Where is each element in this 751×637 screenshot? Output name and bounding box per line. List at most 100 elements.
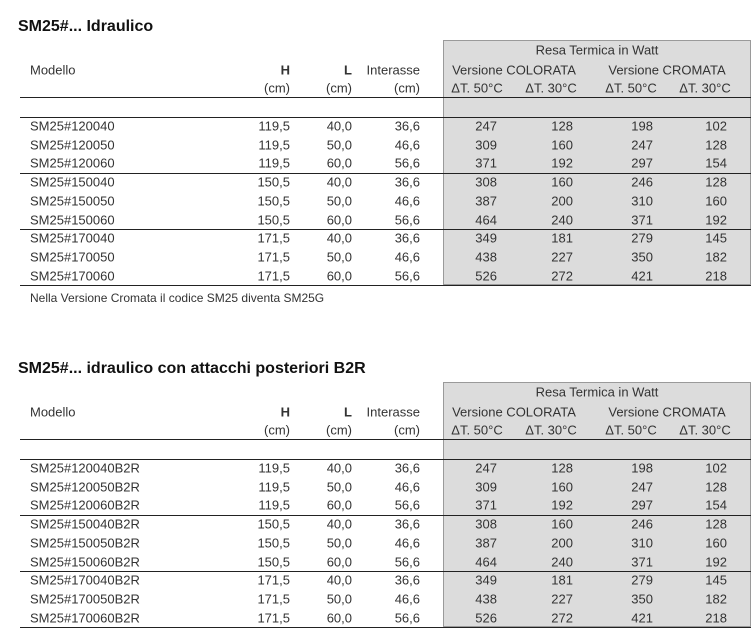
table-cell: 40,0 [326, 118, 352, 134]
rule [20, 117, 751, 118]
table-cell: 350 [631, 591, 653, 607]
table-cell: 40,0 [326, 516, 352, 532]
header-cell: Resa Termica in Watt [535, 42, 659, 58]
table-cell: 240 [551, 212, 573, 227]
table-cell: SM25#120050 [30, 137, 115, 153]
table-cell: 40,0 [326, 230, 352, 246]
header-cell: Versione CROMATA [608, 62, 726, 78]
rule [20, 97, 751, 98]
table-cell: 119,5 [258, 155, 290, 171]
table-cell: 387 [475, 193, 497, 209]
table-cell: 192 [551, 497, 573, 513]
table-cell: 371 [475, 155, 497, 171]
table-cell: 60,0 [326, 497, 352, 513]
rule [20, 439, 751, 440]
table-cell: 40,0 [326, 174, 352, 190]
table-cell: 150,5 [257, 212, 290, 227]
header-cell: ΔT. 30°C [679, 422, 731, 438]
table-cell: 46,6 [394, 535, 420, 551]
table-cell: 50,0 [326, 137, 352, 153]
table-cell: 171,5 [257, 610, 290, 626]
section-title: SM25#... idraulico con attacchi posterio… [18, 360, 366, 377]
table-cell: 160 [551, 479, 573, 495]
table-cell: 387 [475, 535, 497, 551]
header-cell: Versione CROMATA [608, 404, 726, 420]
header-cell: (cm) [394, 80, 420, 96]
table-cell: SM25#150050 [30, 193, 115, 209]
header-cell: H [280, 404, 290, 420]
table-cell: 56,6 [394, 610, 420, 626]
header-cell: ΔT. 30°C [525, 80, 577, 96]
table-cell: 192 [705, 554, 727, 569]
table-cell: 171,5 [257, 230, 290, 246]
table-cell: SM25#120060B2R [30, 497, 140, 513]
table-cell: 60,0 [326, 155, 352, 171]
table-cell: 102 [705, 460, 727, 476]
header-cell: ΔT. 30°C [525, 422, 577, 438]
table-cell: 200 [551, 535, 573, 551]
table-cell: 60,0 [326, 554, 352, 569]
table-cell: 247 [475, 460, 497, 476]
table-cell: 308 [475, 516, 497, 532]
table-cell: 526 [475, 610, 497, 626]
header-cell: ΔT. 30°C [679, 80, 731, 96]
table-cell: 240 [551, 554, 573, 569]
note: Nella Versione Cromata il codice SM25 di… [30, 291, 325, 305]
table-cell: 464 [475, 554, 497, 569]
header-cell: (cm) [326, 80, 352, 96]
header-cell: Interasse [366, 62, 420, 78]
table-cell: 464 [475, 212, 497, 227]
table-cell: 119,5 [258, 137, 290, 153]
table-cell: 181 [551, 572, 573, 588]
table-cell: 371 [631, 212, 653, 227]
table-cell: 128 [705, 516, 727, 532]
table-cell: 128 [705, 137, 727, 153]
table-cell: 50,0 [326, 479, 352, 495]
table-cell: 309 [475, 137, 497, 153]
table-cell: 160 [705, 193, 727, 209]
table-cell: 154 [705, 497, 727, 513]
table-cell: 40,0 [326, 460, 352, 476]
table-cell: 247 [631, 479, 653, 495]
table-cell: 227 [551, 249, 573, 265]
table-cell: 150,5 [257, 554, 290, 569]
rule [20, 627, 751, 629]
table-cell: 192 [705, 212, 727, 227]
table-cell: 309 [475, 479, 497, 495]
table-cell: SM25#170050B2R [30, 591, 140, 607]
table-cell: 438 [475, 591, 497, 607]
table-cell: 308 [475, 174, 497, 190]
table-cell: 421 [631, 610, 653, 626]
header-cell: (cm) [264, 422, 290, 438]
table-cell: 50,0 [326, 249, 352, 265]
table-cell: 160 [551, 516, 573, 532]
table-cell: 150,5 [257, 174, 290, 190]
table-cell: 200 [551, 193, 573, 209]
table-cell: 56,6 [394, 212, 420, 227]
table-cell: 371 [631, 554, 653, 569]
header-cell: ΔT. 50°C [451, 80, 503, 96]
table-cell: 119,5 [258, 497, 290, 513]
table-cell: 56,6 [394, 268, 420, 284]
table-cell: 438 [475, 249, 497, 265]
table-cell: 247 [631, 137, 653, 153]
table-cell: 128 [705, 479, 727, 495]
table-cell: SM25#150050B2R [30, 535, 140, 551]
header-cell: Versione COLORATA [452, 404, 576, 420]
table-cell: 150,5 [257, 193, 290, 209]
table-cell: 272 [551, 268, 573, 284]
table-cell: 218 [705, 610, 727, 626]
table-cell: 246 [631, 174, 653, 190]
header-cell: Resa Termica in Watt [535, 384, 659, 400]
table-cell: 36,6 [394, 230, 420, 246]
table-cell: 150,5 [257, 516, 290, 532]
header-cell: H [280, 62, 290, 78]
rule [20, 229, 751, 231]
table-cell: SM25#150060 [30, 212, 115, 227]
table-cell: 46,6 [394, 249, 420, 265]
table-cell: 160 [551, 174, 573, 190]
table-cell: SM25#150040 [30, 174, 115, 190]
table-cell: 182 [705, 591, 727, 607]
table-cell: SM25#150060B2R [30, 554, 140, 569]
